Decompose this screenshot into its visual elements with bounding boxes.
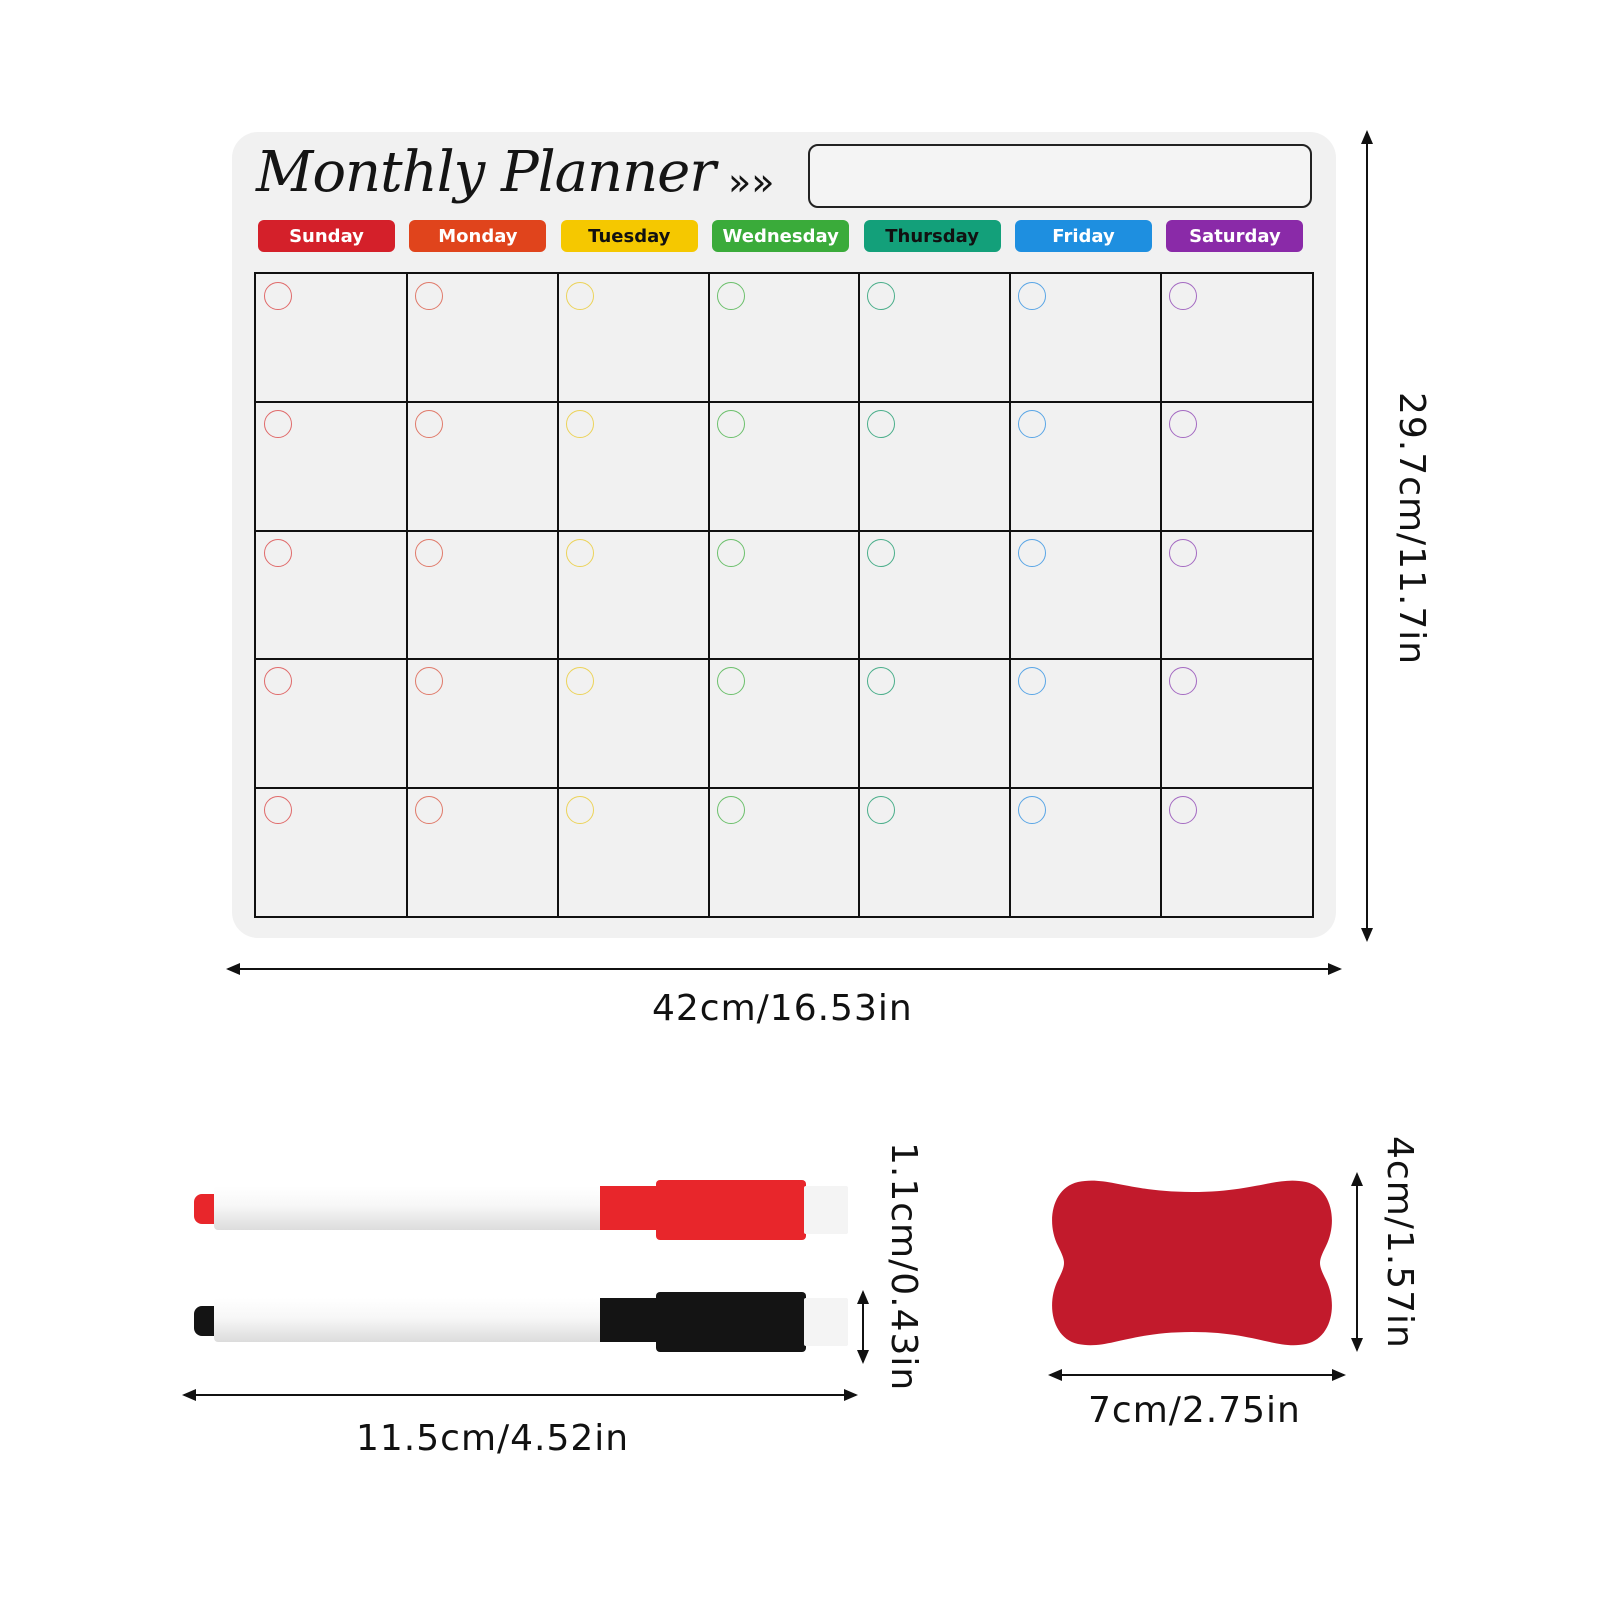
date-circle (716, 667, 745, 696)
date-circle (1018, 282, 1047, 310)
date-circle (414, 282, 443, 310)
day-label-sunday: Sunday (258, 220, 395, 252)
date-circle (867, 282, 896, 310)
marker-cap (656, 1292, 806, 1352)
date-circle (414, 667, 443, 696)
date-circle (867, 667, 896, 696)
marker-length-arrow (182, 1389, 858, 1401)
date-circle (414, 538, 443, 567)
date-circle (716, 795, 745, 824)
date-circle (264, 410, 292, 439)
eraser-height-arrow (1351, 1172, 1363, 1352)
grid-row-divider (256, 401, 1312, 404)
eraser-width-label: 7cm/2.75in (1088, 1390, 1301, 1431)
date-circle (1018, 538, 1047, 567)
grid-row-divider (256, 529, 1312, 532)
marker-band (600, 1186, 664, 1230)
date-circle (565, 795, 594, 824)
marker-clip (804, 1186, 848, 1234)
grid-row-divider (256, 786, 1312, 789)
eraser-width-arrow (1048, 1369, 1346, 1381)
monthly-planner-board: Monthly Planner »» Sunday Monday Tuesday We… (232, 132, 1336, 938)
marker-barrel (214, 1298, 604, 1342)
board-height-arrow (1361, 130, 1373, 942)
eraser-height-label: 4cm/1.57in (1379, 1136, 1420, 1349)
day-label-thursday: Thursday (863, 220, 1001, 252)
marker-band (600, 1298, 664, 1342)
eraser (1052, 1180, 1332, 1346)
month-name-box (808, 144, 1312, 208)
date-circle (1169, 667, 1198, 696)
red-marker (194, 1180, 854, 1240)
black-marker (194, 1292, 854, 1352)
date-circle (565, 282, 594, 310)
grid-column-divider (1009, 274, 1012, 916)
calendar-grid (254, 272, 1314, 918)
day-label-saturday: Saturday (1166, 220, 1304, 252)
marker-length-label: 11.5cm/4.52in (356, 1418, 630, 1459)
day-label-tuesday: Tuesday (560, 220, 698, 252)
day-label-friday: Friday (1015, 220, 1152, 252)
date-circle (1169, 410, 1198, 439)
weekday-header: Sunday Monday Tuesday Wednesday Thursday Frid… (258, 220, 1312, 252)
date-circle (867, 538, 896, 567)
date-circle (1018, 410, 1047, 439)
board-width-label: 42cm/16.53in (652, 988, 913, 1029)
date-circle (1018, 667, 1047, 696)
eraser-shape (1052, 1180, 1332, 1346)
date-circle (565, 667, 594, 696)
grid-column-divider (1160, 274, 1163, 916)
marker-clip (804, 1298, 848, 1346)
date-circle (1169, 282, 1198, 310)
date-circle (1018, 795, 1047, 824)
date-circle (716, 538, 745, 567)
date-circle (1169, 795, 1198, 824)
date-circle (264, 667, 292, 696)
chevron-icon: »» (728, 160, 775, 204)
date-circle (264, 795, 292, 824)
grid-column-divider (707, 274, 710, 916)
marker-cap (656, 1180, 806, 1240)
grid-column-divider (556, 274, 559, 916)
day-label-wednesday: Wednesday (712, 220, 850, 252)
date-circle (565, 538, 594, 567)
date-circle (565, 410, 594, 439)
date-circle (716, 410, 745, 439)
planner-title: Monthly Planner (256, 140, 716, 205)
date-circle (1169, 538, 1198, 567)
date-circle (867, 795, 896, 824)
grid-column-divider (858, 274, 861, 916)
date-circle (264, 282, 292, 310)
date-circle (867, 410, 896, 439)
marker-diameter-label: 1.1cm/0.43in (883, 1142, 924, 1392)
date-circle (264, 538, 292, 567)
board-height-label: 29.7cm/11.7in (1391, 392, 1432, 666)
date-circle (414, 795, 443, 824)
grid-column-divider (405, 274, 408, 916)
marker-barrel (214, 1186, 604, 1230)
day-label-monday: Monday (409, 220, 547, 252)
date-circle (414, 410, 443, 439)
date-circle (716, 282, 745, 310)
grid-row-divider (256, 658, 1312, 661)
board-width-arrow (226, 963, 1342, 975)
marker-diameter-arrow (857, 1290, 869, 1364)
